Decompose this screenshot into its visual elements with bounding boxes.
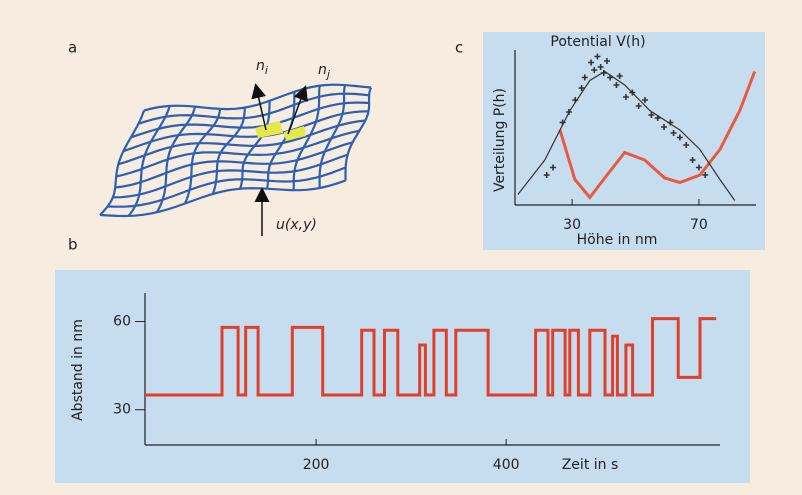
x-tick-label: 400 — [493, 457, 520, 473]
normal-arrow — [251, 83, 267, 131]
mesh-line — [130, 101, 370, 139]
data-point — [588, 59, 595, 66]
mesh-line — [183, 108, 222, 204]
normal-arrow — [287, 85, 308, 135]
data-point — [648, 112, 655, 118]
data-point — [676, 134, 683, 141]
panel-label: a — [68, 39, 77, 57]
data-point — [642, 97, 649, 103]
mesh-line — [99, 179, 346, 218]
data-point — [594, 53, 601, 60]
data-point — [670, 130, 677, 136]
data-point — [616, 73, 623, 79]
data-point — [635, 103, 642, 109]
mesh-line — [239, 100, 271, 190]
mesh-line — [107, 166, 346, 208]
data-point — [578, 85, 585, 91]
x-tick-label: 200 — [303, 457, 330, 473]
data-point — [572, 97, 579, 103]
x-tick-label: 70 — [690, 217, 708, 233]
mesh-line — [123, 110, 369, 153]
mesh-line — [118, 119, 366, 166]
mesh-line — [127, 105, 171, 217]
data-point — [661, 124, 668, 130]
x-tick-label: 30 — [563, 217, 581, 233]
data-point — [603, 58, 610, 64]
data-point — [559, 119, 566, 126]
panel-c-background — [483, 32, 765, 250]
mesh-line — [99, 110, 146, 216]
mesh-line — [344, 87, 373, 181]
data-point — [607, 74, 614, 81]
data-point — [622, 94, 629, 100]
mesh-line — [143, 83, 372, 112]
data-point — [683, 142, 690, 148]
panel-b-background — [55, 270, 750, 483]
data-point — [591, 67, 598, 73]
chart-title: Potential V(h) — [550, 34, 645, 50]
mesh-line — [211, 107, 246, 195]
mesh-line — [155, 106, 197, 213]
y-axis-label: Verteilung P(h) — [492, 88, 508, 192]
data-point — [600, 70, 607, 76]
mesh-line — [265, 91, 296, 189]
membrane-mesh — [99, 83, 373, 218]
data-point — [597, 64, 604, 70]
displacement-label: u(x,y) — [276, 217, 317, 233]
patch-i — [255, 121, 283, 138]
data-point — [654, 115, 661, 121]
data-point — [667, 119, 674, 126]
data-point — [581, 74, 588, 81]
data-point — [695, 164, 702, 171]
data-point — [543, 172, 550, 178]
panel-label: c — [455, 39, 463, 57]
y-axis-label: Abstand in nm — [70, 319, 86, 421]
patch-j — [284, 126, 306, 141]
mesh-line — [292, 85, 321, 191]
normal-label: nj — [318, 62, 331, 81]
data-point — [629, 89, 636, 96]
data-point — [550, 164, 557, 171]
normal-label: ni — [256, 58, 268, 77]
data-line — [558, 70, 757, 200]
data-line — [145, 317, 717, 397]
y-tick-label: 60 — [113, 314, 131, 330]
data-point — [613, 82, 620, 88]
x-axis-label: Zeit in s — [562, 457, 619, 473]
data-point — [565, 109, 572, 115]
y-tick-label: 30 — [113, 402, 131, 418]
data-line — [517, 70, 736, 201]
mesh-line — [318, 84, 347, 188]
panel-label: b — [68, 236, 78, 254]
mesh-line — [115, 141, 354, 189]
x-axis-label: Höhe in nm — [577, 232, 658, 248]
data-point — [702, 172, 709, 178]
mesh-line — [138, 92, 370, 125]
data-point — [689, 157, 696, 163]
mesh-line — [112, 153, 349, 199]
mesh-line — [115, 129, 360, 178]
